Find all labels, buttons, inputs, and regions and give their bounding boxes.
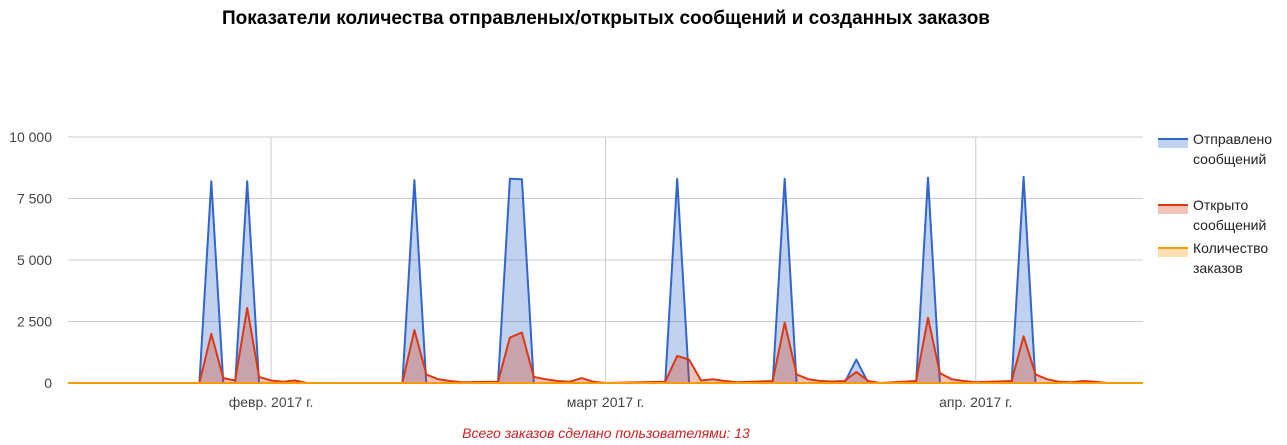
legend-item-sent: Отправлено сообщений: [1158, 131, 1272, 167]
y-tick-label: 10 000: [9, 129, 52, 145]
legend-swatch: [1158, 205, 1188, 214]
legend-label: Количество: [1193, 240, 1268, 256]
y-tick-label: 0: [44, 375, 52, 391]
legend-label: Открыто: [1193, 197, 1249, 213]
x-tick-label: февр. 2017 г.: [229, 394, 314, 410]
legend-label: сообщений: [1193, 217, 1266, 233]
legend: Отправлено сообщений Открыто сообщений Колич…: [1158, 131, 1272, 276]
legend-label: заказов: [1193, 260, 1243, 276]
series-line-sent: [68, 175, 1143, 384]
legend-item-opened: Открыто сообщений: [1158, 197, 1266, 233]
chart-title: Показатели количества отправленых/открыт…: [221, 8, 990, 29]
grid-lines: [68, 136, 1143, 384]
y-tick-label: 2 500: [17, 314, 52, 330]
orders-total-note: Всего заказов сделано пользователями: 13: [462, 425, 750, 441]
y-tick-label: 7 500: [17, 191, 52, 207]
x-tick-label: март 2017 г.: [567, 394, 645, 410]
x-tick-label: апр. 2017 г.: [939, 394, 1012, 410]
legend-swatch: [1158, 139, 1188, 148]
series-area-sent: [68, 176, 1143, 383]
legend-swatch: [1158, 248, 1188, 257]
axes: 0 2 500 5 000 7 500 10 000 февр. 2017 г. март …: [9, 129, 1012, 410]
series-area-opened: [68, 308, 1143, 383]
legend-label: сообщений: [1193, 151, 1266, 167]
legend-label: Отправлено: [1193, 131, 1272, 147]
legend-item-orders: Количество заказов: [1158, 240, 1268, 276]
series-layer: [68, 175, 1143, 384]
y-tick-label: 5 000: [17, 252, 52, 268]
